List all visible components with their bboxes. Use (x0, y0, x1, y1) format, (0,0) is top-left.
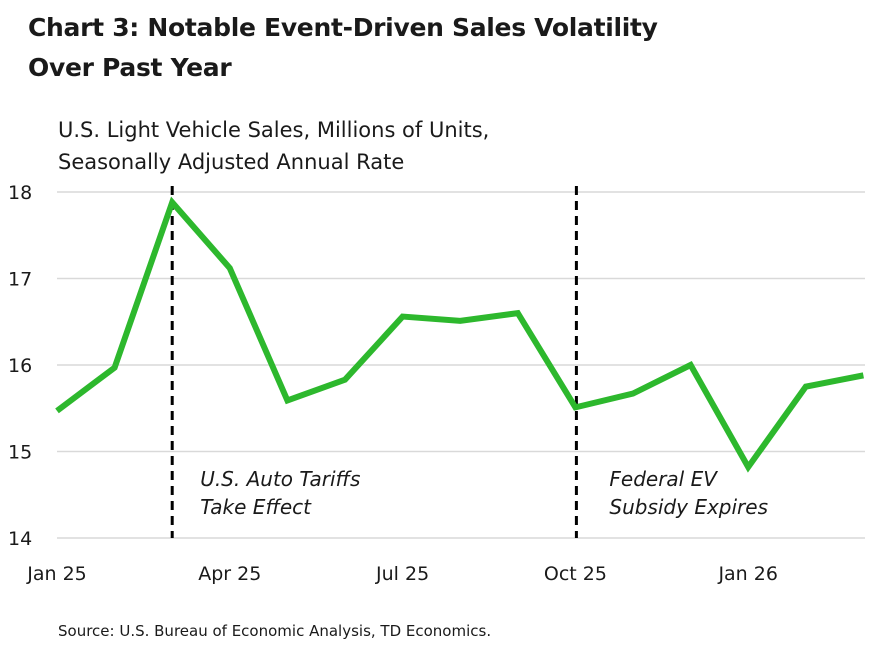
chart-subtitle-line-2: Seasonally Adjusted Annual Rate (58, 150, 405, 174)
y-tick-label-18: 18 (8, 182, 32, 204)
x-tick-label-jan-25: Jan 25 (26, 563, 87, 585)
y-tick-label-16: 16 (8, 355, 32, 377)
y-tick-label-14: 14 (8, 528, 32, 550)
x-tick-label-jul-25: Jul 25 (375, 563, 429, 585)
y-tick-label-15: 15 (8, 442, 32, 464)
x-tick-label-oct-25: Oct 25 (544, 563, 607, 585)
series-line-1 (55, 196, 864, 473)
chart-title-line-2: Over Past Year (28, 53, 232, 82)
x-tick-label-apr-25: Apr 25 (198, 563, 261, 585)
chart-subtitle: U.S. Light Vehicle Sales, Millions of Un… (58, 114, 489, 178)
chart-title: Chart 3: Notable Event-Driven Sales Vola… (28, 8, 848, 88)
source-note: Source: U.S. Bureau of Economic Analysis… (58, 622, 492, 640)
event-annotation-1-line-1: U.S. Auto Tariffs (200, 467, 360, 491)
event-annotation-1-line-2: Take Effect (200, 495, 312, 519)
chart-subtitle-line-1: U.S. Light Vehicle Sales, Millions of Un… (58, 118, 490, 142)
event-annotation-2-line-1: Federal EV (609, 467, 718, 491)
chart-title-line-1: Chart 3: Notable Event-Driven Sales Vola… (28, 13, 658, 42)
event-annotation-2-line-2: Subsidy Expires (609, 495, 768, 519)
x-tick-label-jan-26: Jan 26 (717, 563, 778, 585)
y-tick-label-17: 17 (8, 269, 32, 291)
